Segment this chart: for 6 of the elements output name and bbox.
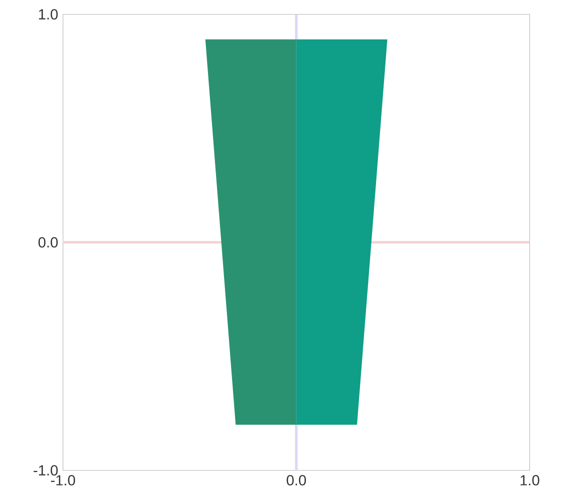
x-tick-label: -1.0 <box>51 475 76 486</box>
y-tick-label: -1.0 <box>34 465 58 476</box>
x-tick-label: 0.0 <box>286 475 306 486</box>
y-tick-label: 1.0 <box>39 9 58 20</box>
y-tick-label: 0.0 <box>38 237 58 248</box>
x-tick-label: 1.0 <box>520 475 540 486</box>
